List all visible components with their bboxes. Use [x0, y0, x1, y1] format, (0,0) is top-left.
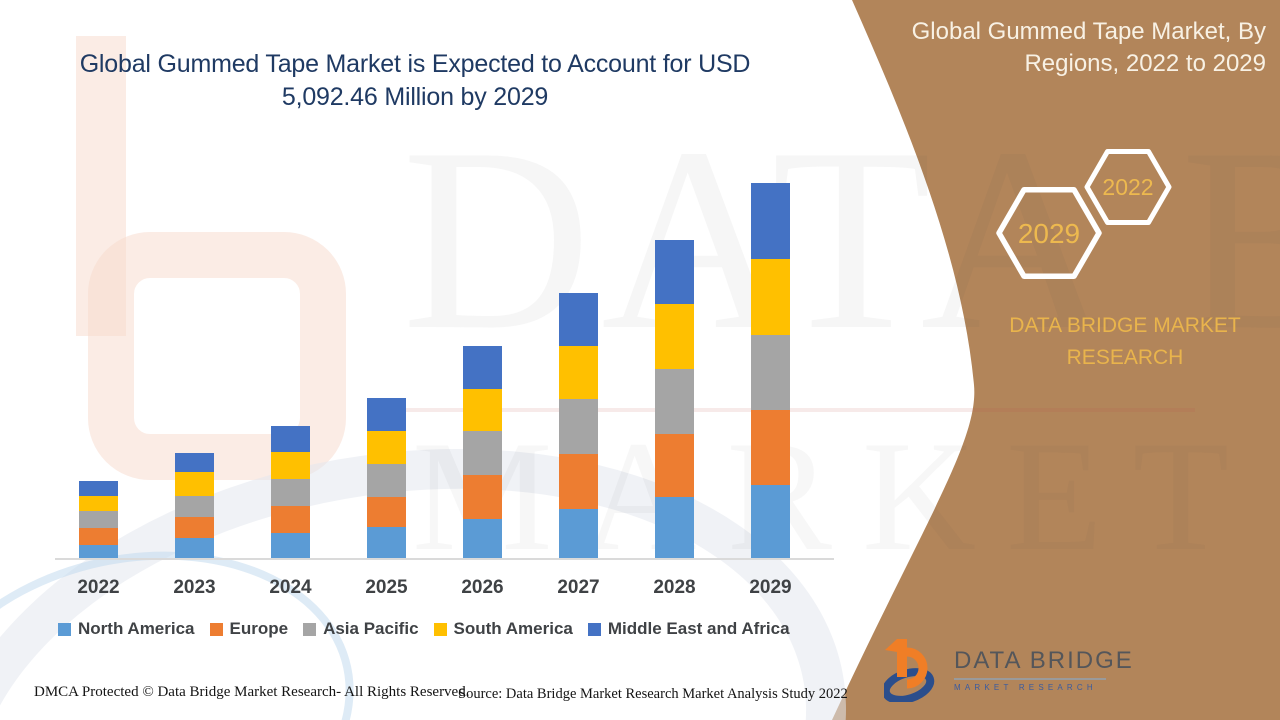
bar-2027 [559, 293, 598, 559]
bar-2022 [79, 480, 118, 559]
x-axis-label-2028: 2028 [653, 577, 696, 598]
bar-segment-2025-middle-east-and-africa [367, 398, 406, 432]
hexagon-2029-label: 2029 [1018, 218, 1080, 249]
bar-segment-2027-asia-pacific [559, 398, 598, 454]
legend-item-north-america: North America [58, 619, 195, 639]
bar-2025 [367, 398, 406, 559]
bar-segment-2024-middle-east-and-africa [271, 425, 310, 453]
legend-item-asia-pacific: Asia Pacific [303, 619, 419, 639]
bar-segment-2028-asia-pacific [655, 369, 694, 434]
company-logo: DATA BRIDGE MARKET RESEARCH [884, 636, 1134, 702]
bar-segment-2024-north-america [271, 532, 310, 559]
bar-segment-2022-south-america [79, 495, 118, 511]
bar-2029 [751, 183, 790, 559]
bar-segment-2024-europe [271, 505, 310, 533]
bar-2024 [271, 425, 310, 559]
legend-swatch [587, 622, 601, 636]
chart-main-title: Global Gummed Tape Market is Expected to… [79, 50, 751, 111]
bar-segment-2028-middle-east-and-africa [655, 240, 694, 305]
bar-segment-2026-north-america [463, 518, 502, 559]
logo-name: DATA BRIDGE [954, 646, 1134, 674]
logo-text-block: DATA BRIDGE MARKET RESEARCH [954, 647, 1134, 692]
legend-label: Asia Pacific [323, 619, 419, 638]
bar-segment-2028-europe [655, 433, 694, 498]
side-panel-wave-shape [832, 0, 1280, 720]
legend-item-europe: Europe [209, 619, 289, 639]
x-axis-label-2025: 2025 [365, 577, 408, 598]
chart-legend: North America Europe Asia Pacific South Ame… [58, 619, 790, 639]
legend-swatch [209, 622, 223, 636]
bar-segment-2023-north-america [175, 538, 214, 559]
legend-swatch [58, 622, 71, 636]
logo-subtitle: MARKET RESEARCH [954, 682, 1097, 692]
logo-orange-bowl [906, 647, 928, 689]
side-panel-title: Global Gummed Tape Market, By Regions, 2… [911, 18, 1266, 78]
bar-segment-2023-middle-east-and-africa [175, 452, 214, 473]
bar-segment-2025-europe [367, 497, 406, 528]
bar-segment-2027-north-america [559, 508, 598, 559]
bar-segment-2029-asia-pacific [751, 334, 790, 410]
x-axis-label-2023: 2023 [173, 577, 216, 598]
bar-segment-2027-europe [559, 453, 598, 509]
bar-segment-2028-north-america [655, 497, 694, 559]
year-hexagons: 2029 2022 [996, 149, 1172, 280]
brand-heading: DATA BRIDGE MARKET RESEARCH [1009, 314, 1241, 369]
dmca-notice: DMCA Protected © Data Bridge Market Rese… [34, 684, 470, 700]
bar-segment-2029-europe [751, 409, 790, 486]
bar-segment-2022-europe [79, 527, 118, 545]
bar-segment-2022-north-america [79, 544, 118, 559]
bar-segment-2029-middle-east-and-africa [751, 183, 790, 260]
x-axis-line [55, 558, 834, 560]
bar-segment-2029-south-america [751, 259, 790, 335]
legend-item-middle-east-and-africa: Middle East and Africa [587, 619, 790, 639]
bar-segment-2024-south-america [271, 452, 310, 479]
bar-segment-2023-asia-pacific [175, 495, 214, 518]
logo-orange-stem [897, 639, 907, 677]
bar-segment-2026-south-america [463, 389, 502, 431]
bar-segment-2023-south-america [175, 472, 214, 496]
x-axis-label-2029: 2029 [749, 577, 792, 598]
bar-segment-2025-north-america [367, 527, 406, 559]
bar-segment-2026-asia-pacific [463, 430, 502, 475]
hexagon-2029-outline [996, 186, 1102, 280]
legend-label: South America [453, 619, 573, 638]
bar-segment-2023-europe [175, 517, 214, 538]
hexagon-2022-label: 2022 [1102, 174, 1153, 200]
bar-2028 [655, 240, 694, 559]
bar-segment-2025-south-america [367, 431, 406, 465]
legend-label: Europe [229, 619, 289, 638]
bar-segment-2024-asia-pacific [271, 478, 310, 506]
legend-item-south-america: South America [433, 619, 573, 639]
bar-segment-2028-south-america [655, 304, 694, 369]
source-note: Source: Data Bridge Market Research Mark… [458, 686, 848, 702]
bar-segment-2022-asia-pacific [79, 510, 118, 528]
legend-label: Middle East and Africa [607, 619, 790, 638]
hexagon-2022-outline [1084, 149, 1172, 225]
company-logo-icon [884, 639, 935, 702]
x-axis-label-2024: 2024 [269, 577, 312, 598]
bar-2023 [175, 452, 214, 559]
legend-swatch [433, 622, 447, 636]
bar-segment-2022-middle-east-and-africa [79, 480, 118, 496]
bar-segment-2027-middle-east-and-africa [559, 293, 598, 346]
bar-segment-2029-north-america [751, 485, 790, 559]
x-axis-label-2027: 2027 [557, 577, 600, 598]
x-axis-label-2026: 2026 [461, 577, 504, 598]
legend-swatch [303, 622, 317, 636]
bar-2026 [463, 346, 502, 559]
bar-segment-2025-asia-pacific [367, 464, 406, 498]
bar-segment-2027-south-america [559, 345, 598, 399]
bar-segment-2026-europe [463, 474, 502, 519]
logo-divider [954, 677, 1106, 680]
x-axis-label-2022: 2022 [77, 577, 120, 598]
logo-orange-hook [885, 639, 897, 652]
legend-label: North America [78, 619, 195, 638]
bar-segment-2026-middle-east-and-africa [463, 346, 502, 390]
